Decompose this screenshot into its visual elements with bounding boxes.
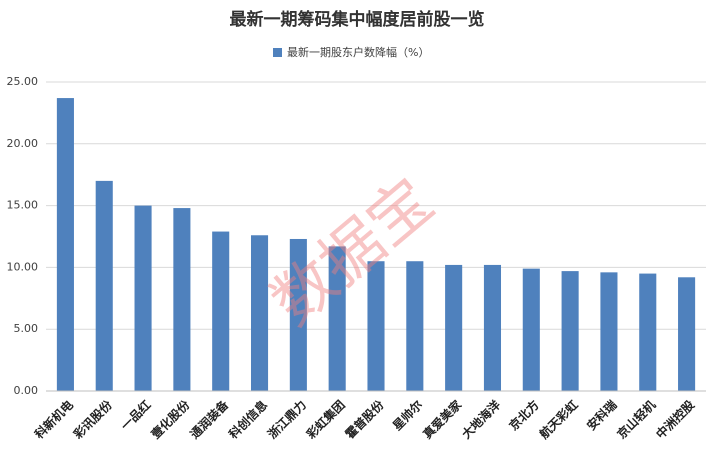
x-tick-label: 大地海洋: [459, 397, 504, 442]
bar: [406, 261, 424, 391]
y-tick-label: 10.00: [7, 260, 39, 273]
x-tick-label: 安科瑞: [583, 397, 619, 433]
x-tick-label: 浙江鼎力: [264, 397, 309, 442]
bar: [367, 261, 385, 391]
bar: [289, 238, 307, 391]
x-tick-label: 星帅尔: [389, 397, 425, 433]
legend-swatch: [273, 48, 282, 57]
x-tick-label: 真爱美家: [420, 396, 465, 441]
x-tick-label: 霍普股份: [342, 396, 387, 441]
bar: [445, 264, 463, 391]
x-tick-label: 航天彩虹: [536, 397, 581, 442]
x-tick-label: 彩虹集团: [303, 397, 348, 442]
x-tick-label: 京山轻机: [614, 397, 659, 442]
y-tick-label: 25.00: [7, 75, 39, 88]
x-tick-label: 京北方: [506, 397, 542, 433]
x-tick-label: 彩讯股份: [70, 396, 116, 442]
x-tick-label: 科创信息: [226, 397, 271, 442]
x-tick-label: 壹化股份: [148, 396, 193, 441]
y-tick-label: 20.00: [7, 137, 39, 150]
y-tick-label: 5.00: [14, 322, 39, 335]
bar: [561, 271, 579, 391]
chart-title: 最新一期筹码集中幅度居前股一览: [230, 9, 485, 30]
bar: [95, 180, 113, 391]
y-tick-label: 15.00: [7, 199, 39, 212]
bar: [212, 231, 230, 391]
bar: [173, 208, 191, 391]
x-tick-label: 中洲控股: [653, 396, 698, 441]
bar: [678, 277, 696, 391]
bar: [600, 272, 618, 391]
bar: [328, 246, 346, 391]
bar: [134, 205, 152, 391]
x-tick-label: 一品红: [118, 397, 154, 433]
bar: [250, 235, 269, 391]
bar: [56, 98, 74, 392]
x-tick-label: 科新机电: [31, 397, 76, 442]
bar: [639, 273, 657, 391]
legend-label: 最新一期股东户数降幅（%）: [287, 45, 429, 59]
x-tick-label: 通润装备: [187, 396, 232, 441]
bar: [522, 268, 540, 391]
y-tick-label: 0.00: [14, 384, 39, 397]
bar: [483, 264, 502, 391]
